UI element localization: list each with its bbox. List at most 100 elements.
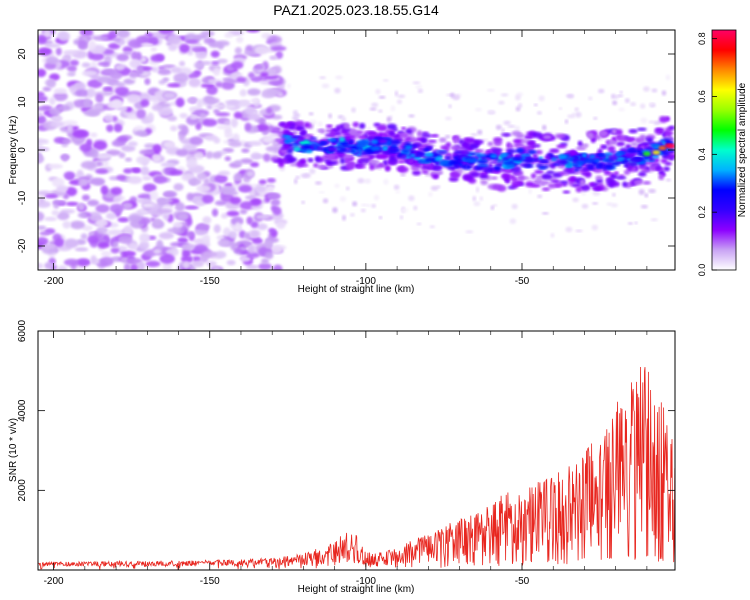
- heatmap-cell: [264, 251, 274, 260]
- heatmap-cell: [352, 121, 360, 128]
- heatmap-cell: [581, 191, 586, 196]
- heatmap-cell: [241, 148, 250, 153]
- heatmap-cell: [88, 40, 96, 51]
- heatmap-cell: [158, 232, 174, 240]
- heatmap-cell: [90, 148, 99, 159]
- heatmap-y-tick-label: -20: [17, 238, 28, 253]
- heatmap-cell: [196, 184, 211, 193]
- heatmap-cell: [149, 190, 159, 201]
- heatmap-cell: [136, 261, 146, 270]
- heatmap-cell: [642, 181, 652, 185]
- heatmap-cell: [100, 250, 112, 257]
- heatmap-cell: [315, 146, 324, 150]
- heatmap-cell: [116, 174, 126, 181]
- heatmap-cell: [588, 182, 595, 187]
- heatmap-cell: [121, 145, 136, 152]
- heatmap-cell: [482, 138, 489, 142]
- heatmap-cell: [452, 164, 460, 169]
- heatmap-cell: [156, 209, 173, 214]
- heatmap-cell: [356, 140, 367, 145]
- heatmap-cell: [130, 51, 139, 60]
- heatmap-cell: [273, 264, 283, 270]
- heatmap-cell: [434, 156, 443, 162]
- heatmap-cell: [254, 64, 264, 70]
- heatmap-cell: [177, 237, 189, 244]
- heatmap-cell: [552, 162, 562, 166]
- heatmap-cell: [127, 214, 142, 223]
- heatmap-cell: [102, 86, 115, 91]
- heatmap-cell: [54, 238, 65, 247]
- heatmap-cell: [326, 160, 338, 166]
- heatmap-cell: [196, 98, 203, 109]
- heatmap-cell: [167, 115, 178, 122]
- heatmap-cell: [287, 125, 295, 130]
- heatmap-cell: [77, 212, 87, 218]
- heatmap-cell: [244, 106, 255, 116]
- heatmap-cell: [144, 143, 156, 149]
- heatmap-cell: [277, 93, 284, 97]
- heatmap-cell: [167, 227, 182, 233]
- heatmap-cell: [630, 141, 638, 147]
- heatmap-cell: [291, 115, 299, 121]
- heatmap-cell: [660, 158, 668, 164]
- heatmap-cell: [575, 146, 587, 151]
- heatmap-cell: [536, 176, 542, 183]
- heatmap-cell: [369, 163, 375, 171]
- heatmap-cell: [142, 183, 157, 192]
- heatmap-cell: [44, 194, 58, 199]
- heatmap-cell: [588, 154, 596, 159]
- heatmap-cell: [592, 202, 599, 205]
- heatmap-cell: [263, 153, 271, 162]
- heatmap-cell: [465, 164, 472, 170]
- heatmap-cell: [541, 212, 549, 215]
- heatmap-cell: [112, 197, 122, 203]
- heatmap-cell: [542, 134, 552, 140]
- heatmap-cell: [623, 160, 630, 164]
- heatmap-cell: [152, 143, 162, 154]
- heatmap-cell: [545, 170, 555, 175]
- heatmap-cell: [81, 194, 90, 201]
- heatmap-cell: [38, 115, 47, 125]
- heatmap-cell: [496, 163, 504, 167]
- heatmap-cell: [508, 144, 515, 149]
- heatmap-cell: [266, 185, 274, 194]
- heatmap-cell: [378, 139, 388, 144]
- heatmap-cell: [186, 218, 193, 226]
- heatmap-cell: [195, 34, 208, 40]
- heatmap-cell: [575, 186, 583, 193]
- heatmap-cell: [150, 54, 164, 62]
- heatmap-cell: [224, 156, 231, 162]
- heatmap-cell: [195, 122, 202, 131]
- heatmap-cell: [643, 155, 650, 161]
- heatmap-cell: [100, 185, 109, 195]
- heatmap-cell: [80, 160, 97, 170]
- heatmap-cell: [571, 112, 575, 119]
- heatmap-x-axis-label: Height of straight line (km): [298, 284, 415, 295]
- heatmap-cell: [624, 98, 630, 103]
- heatmap-cell: [108, 42, 121, 50]
- heatmap-cell: [625, 137, 633, 143]
- heatmap-cell: [238, 184, 253, 193]
- heatmap-cell: [158, 30, 175, 35]
- heatmap-cell: [523, 134, 534, 140]
- heatmap-cell: [411, 162, 422, 167]
- heatmap-cell: [192, 244, 208, 253]
- heatmap-cell: [607, 145, 616, 152]
- heatmap-cell: [608, 157, 617, 161]
- heatmap-cell: [366, 136, 374, 141]
- heatmap-cell: [270, 205, 278, 212]
- heatmap-cell: [338, 137, 346, 142]
- heatmap-cell: [479, 196, 483, 201]
- heatmap-cell: [153, 218, 162, 226]
- heatmap-cell: [610, 93, 616, 99]
- heatmap-cell: [636, 127, 647, 131]
- heatmap-cell: [81, 62, 91, 68]
- heatmap-cell: [643, 86, 650, 92]
- heatmap-cell: [397, 160, 405, 164]
- heatmap-cell: [664, 130, 674, 136]
- heatmap-cell: [38, 211, 45, 222]
- heatmap-cell: [651, 88, 658, 93]
- heatmap-cell: [653, 120, 661, 125]
- snr-y-tick-label: 6000: [17, 319, 28, 342]
